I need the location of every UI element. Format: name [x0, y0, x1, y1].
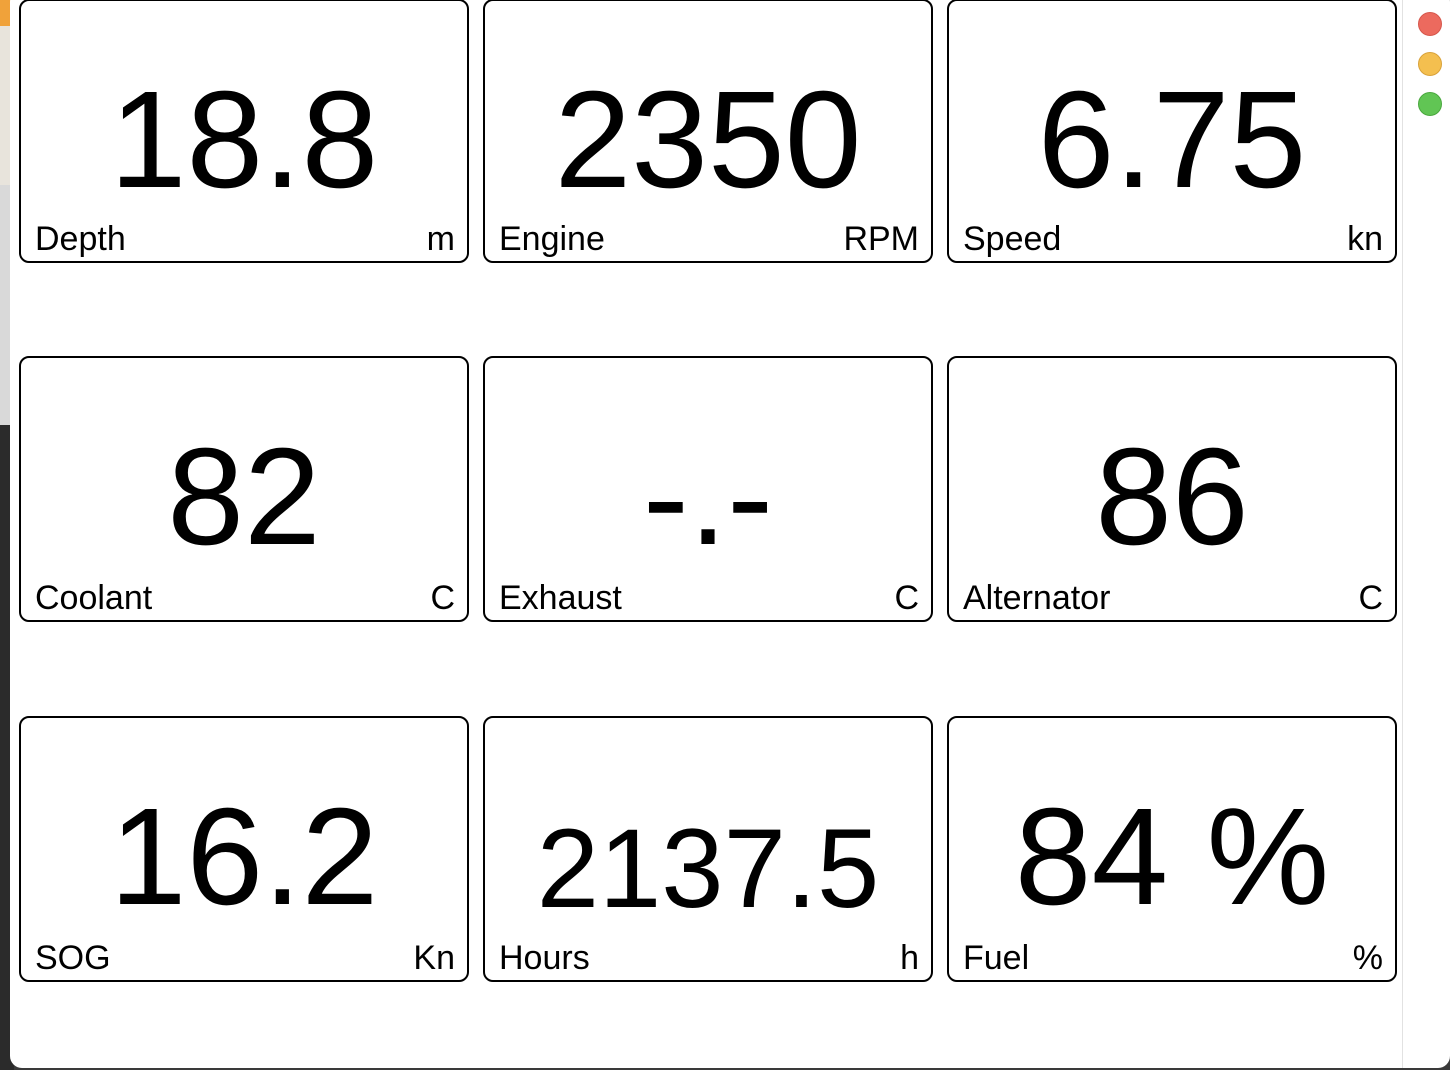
gauge-value: 2137.5 [536, 806, 880, 931]
gauge-alternator[interactable]: 86 Alternator C [947, 356, 1397, 622]
gauge-label: Hours [499, 939, 590, 977]
gauge-label: Fuel [963, 939, 1030, 977]
gauge-depth[interactable]: 18.8 Depth m [19, 0, 469, 263]
minimize-window-button[interactable] [1418, 52, 1442, 76]
gauge-value: 84 % [1014, 780, 1330, 934]
gauge-coolant[interactable]: 82 Coolant C [19, 356, 469, 622]
gauge-value: -.- [642, 420, 774, 574]
gauge-unit: h [900, 939, 919, 977]
gauge-label: Exhaust [499, 579, 622, 617]
gauge-value: 18.8 [109, 63, 379, 217]
gauge-value: 82 [167, 420, 321, 574]
gauge-sog[interactable]: 16.2 SOG Kn [19, 716, 469, 982]
gauge-value: 16.2 [109, 780, 379, 934]
gauge-unit: RPM [843, 220, 919, 258]
gauge-label: SOG [35, 939, 111, 977]
gauge-label: Speed [963, 220, 1062, 258]
gauge-unit: m [426, 220, 455, 258]
gauge-unit: kn [1347, 220, 1383, 258]
gauge-unit: C [894, 579, 919, 617]
gauge-value: 6.75 [1037, 63, 1307, 217]
gauge-speed[interactable]: 6.75 Speed kn [947, 0, 1397, 263]
instrument-window: 18.8 Depth m 2350 Engine RPM 6.75 Speed … [10, 0, 1450, 1068]
gauge-unit: C [1358, 579, 1383, 617]
gauge-unit: % [1352, 939, 1383, 977]
window-divider [1402, 0, 1403, 1068]
gauge-value: 86 [1095, 420, 1249, 574]
gauge-exhaust[interactable]: -.- Exhaust C [483, 356, 933, 622]
gauge-fuel[interactable]: 84 % Fuel % [947, 716, 1397, 982]
gauge-unit: C [430, 579, 455, 617]
zoom-window-button[interactable] [1418, 92, 1442, 116]
gauge-label: Coolant [35, 579, 153, 617]
gauge-label: Alternator [963, 579, 1111, 617]
gauge-unit: Kn [413, 939, 455, 977]
gauge-label: Engine [499, 220, 605, 258]
gauge-engine[interactable]: 2350 Engine RPM [483, 0, 933, 263]
gauge-label: Depth [35, 220, 126, 258]
gauge-value: 2350 [554, 63, 862, 217]
close-window-button[interactable] [1418, 12, 1442, 36]
gauge-hours[interactable]: 2137.5 Hours h [483, 716, 933, 982]
